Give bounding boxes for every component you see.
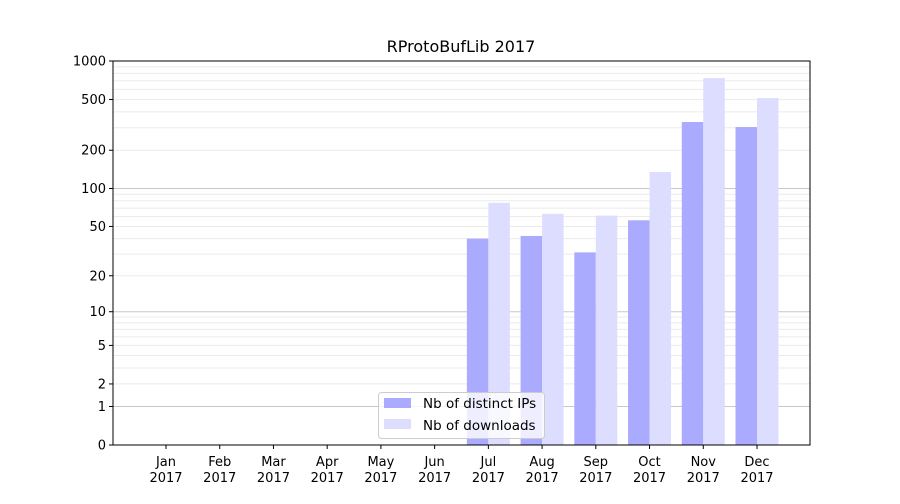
- x-tick-label: Apr 2017: [311, 455, 344, 486]
- y-tick-label: 2: [98, 377, 106, 392]
- bar-distinct-ips: [574, 252, 596, 445]
- x-tick-label: Dec 2017: [740, 455, 773, 486]
- x-tick-label: Jun 2017: [418, 455, 451, 486]
- x-tick-label: Sep 2017: [579, 455, 612, 486]
- bar-downloads: [703, 78, 725, 446]
- legend-swatch-ips: [384, 398, 411, 408]
- y-tick-label: 50: [89, 220, 106, 235]
- x-tick-label: May 2017: [364, 455, 397, 486]
- bar-downloads: [488, 202, 510, 445]
- y-tick-label: 500: [81, 93, 106, 108]
- x-tick-label: Jan 2017: [149, 455, 182, 486]
- y-tick-label: 100: [81, 182, 106, 197]
- x-tick-label: Mar 2017: [257, 455, 290, 486]
- bar-distinct-ips: [681, 122, 704, 445]
- y-tick-label: 10: [89, 305, 106, 320]
- bar-downloads: [542, 213, 564, 445]
- chart-title: RProtoBufLib 2017: [387, 37, 536, 56]
- x-tick-label: Feb 2017: [203, 455, 236, 486]
- bar-distinct-ips: [735, 127, 757, 445]
- legend-label-ips: Nb of distinct IPs: [423, 396, 536, 412]
- x-tick-label: Oct 2017: [633, 455, 666, 486]
- y-tick-label: 200: [81, 144, 106, 159]
- bar-downloads: [757, 98, 779, 445]
- legend: Nb of distinct IPs Nb of downloads: [378, 392, 545, 439]
- x-tick-label: Jul 2017: [472, 455, 505, 486]
- legend-label-downloads: Nb of downloads: [423, 418, 536, 434]
- plot-frame: [112, 60, 811, 446]
- bar-downloads: [649, 171, 672, 445]
- legend-box: [378, 392, 545, 439]
- x-tick-label: Aug 2017: [526, 455, 559, 486]
- x-axis: Jan 2017 Feb 2017 Mar 2017 Apr 2017 May 2017 Jun 20…: [149, 445, 774, 486]
- bar-downloads: [595, 215, 618, 445]
- y-tick-label: 5: [98, 339, 106, 354]
- y-tick-label: 0: [98, 439, 106, 454]
- bars: [466, 78, 779, 446]
- legend-swatch-downloads: [384, 419, 411, 429]
- x-tick-label: Nov 2017: [687, 455, 720, 486]
- bar-distinct-ips: [628, 220, 650, 445]
- y-tick-label: 1: [98, 400, 106, 415]
- y-tick-label: 1000: [73, 55, 106, 70]
- y-tick-label: 20: [89, 269, 106, 284]
- y-axis: 0 1 2 5 10 20 50 100 200 500 1000: [73, 55, 113, 454]
